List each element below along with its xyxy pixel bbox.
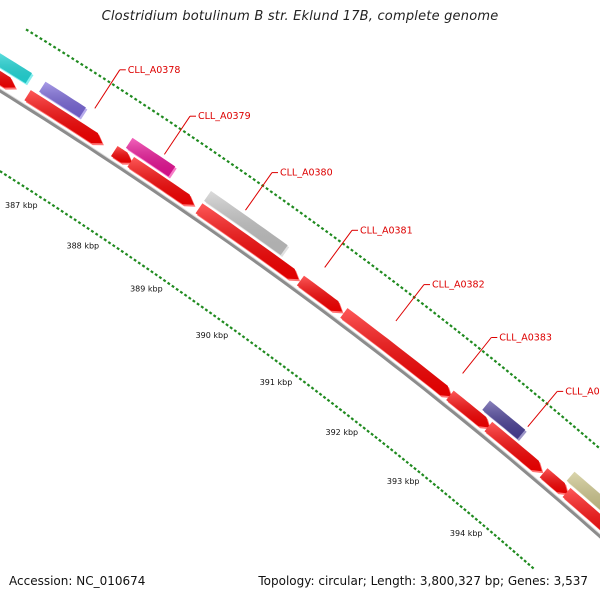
accession-label: Accession: NC_010674 <box>9 574 146 588</box>
forward-gene-5 <box>482 400 527 441</box>
labels-layer: CLL_A0378 CLL_A0379 CLL_A0380 CLL_A0381 CLL_… <box>5 65 600 538</box>
tick-label-2: 387 kbp <box>5 201 38 210</box>
gene-label-6: CLL_A0383 <box>462 333 552 374</box>
tick-label-8: 393 kbp <box>387 477 420 486</box>
svg-text:CLL_A0382: CLL_A0382 <box>432 280 485 291</box>
tick-label-7: 392 kbp <box>326 428 359 437</box>
svg-text:CLL_A0384: CLL_A0384 <box>565 386 600 397</box>
gene-label-2: CLL_A0379 <box>163 111 251 155</box>
tick-label-6: 391 kbp <box>260 378 293 387</box>
gene-label-3: CLL_A0380 <box>245 168 333 211</box>
inner-tick-dots <box>0 170 535 570</box>
tick-dots-layer <box>0 28 600 570</box>
forward-gene-2 <box>39 81 88 120</box>
backbone-highlight <box>0 88 600 535</box>
forward-gene-4 <box>204 191 290 257</box>
cds-10 <box>539 468 570 496</box>
forward-gene-6 <box>566 471 600 511</box>
cds-1 <box>0 70 17 90</box>
backbone-layer <box>0 88 600 539</box>
cds-7 <box>340 308 453 399</box>
svg-text:CLL_A0381: CLL_A0381 <box>360 225 413 236</box>
svg-text:CLL_A0380: CLL_A0380 <box>280 168 333 179</box>
features-layer <box>0 53 600 531</box>
genome-summary: Topology: circular; Length: 3,800,327 bp… <box>258 574 588 588</box>
tick-label-5: 390 kbp <box>196 331 229 340</box>
cds-3 <box>111 146 134 165</box>
svg-text:CLL_A0383: CLL_A0383 <box>499 333 552 344</box>
gene-label-1: CLL_A0378 <box>94 65 181 109</box>
cds-9 <box>484 421 544 474</box>
svg-text:CLL_A0379: CLL_A0379 <box>198 111 251 122</box>
tick-label-3: 388 kbp <box>67 241 100 250</box>
gene-label-5: CLL_A0382 <box>395 280 485 322</box>
outer-tick-dots <box>25 28 600 451</box>
cds-2 <box>24 90 104 146</box>
cds-5 <box>195 203 301 282</box>
backbone-line <box>0 89 600 539</box>
forward-gene-1 <box>0 53 34 86</box>
cds-6 <box>296 275 344 314</box>
forward-gene-3 <box>125 137 177 179</box>
cds-8 <box>446 390 491 430</box>
cds-11 <box>562 488 600 531</box>
tick-label-4: 389 kbp <box>130 285 163 294</box>
gene-label-4: CLL_A0381 <box>324 225 413 268</box>
tick-label-9: 394 kbp <box>450 529 483 538</box>
map-title: Clostridium botulinum B str. Eklund 17B,… <box>101 9 499 24</box>
gene-label-7: CLL_A0384 <box>527 386 600 428</box>
cds-4 <box>127 157 196 207</box>
svg-text:CLL_A0378: CLL_A0378 <box>128 65 181 76</box>
